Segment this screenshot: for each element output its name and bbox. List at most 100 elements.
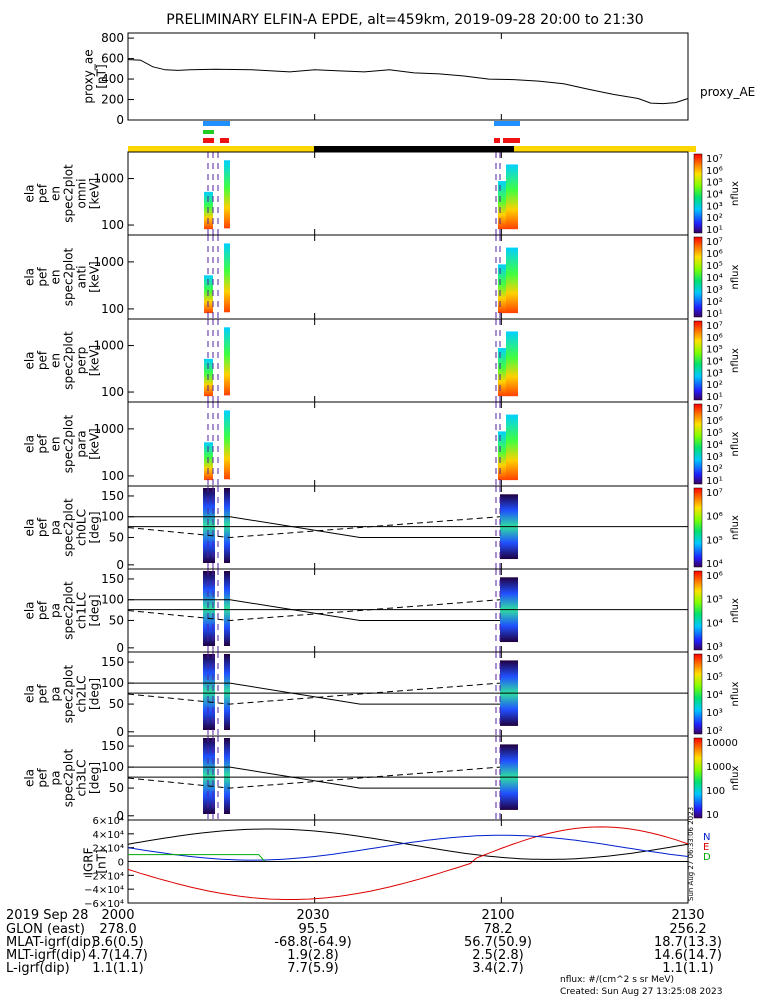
footer-row-label: MLT-igrf(dip) bbox=[6, 948, 87, 963]
colorbar-tick-label: 10⁴ bbox=[706, 273, 723, 284]
spectrogram-ytick-label: 1000 bbox=[93, 255, 124, 269]
spectrogram-ylabel-line: pef bbox=[36, 684, 50, 704]
colorbar-tick-label: 10⁷ bbox=[706, 321, 723, 332]
igrf-legend-label: N bbox=[703, 832, 710, 843]
igrf-ylabel-line: IGRF bbox=[82, 847, 96, 875]
spectrogram-ylabel-line: [keV] bbox=[88, 345, 102, 376]
colorbar-label: nflux bbox=[730, 765, 741, 790]
colorbar-tick-label: 10⁵ bbox=[706, 535, 723, 546]
spectrogram-ytick-label: 100 bbox=[101, 302, 124, 316]
colorbar-tick-label: 10¹ bbox=[706, 392, 723, 403]
colorbar-label: nflux bbox=[730, 515, 741, 540]
colorbar-tick-label: 100 bbox=[706, 786, 725, 797]
spectrogram-ylabel-line: [keV] bbox=[88, 428, 102, 459]
spectrogram-ylabel-line: spec2plot bbox=[62, 498, 76, 557]
pitch-angle-blob bbox=[224, 654, 230, 730]
anti-loss-cone-line bbox=[127, 766, 501, 789]
spectrogram-ylabel-line: ela bbox=[23, 268, 37, 286]
colorbar-tick-label: 10⁷ bbox=[706, 237, 723, 248]
spectrogram-ytick-label: 150 bbox=[101, 572, 124, 586]
footer-value: 78.2 bbox=[483, 922, 513, 937]
footer-value: 3.4(2.7) bbox=[472, 961, 524, 976]
colorbar-tick-label: 10² bbox=[706, 213, 723, 224]
spectrogram-ylabel: ela pef pa spec2plot ch1LC [deg] bbox=[23, 581, 102, 640]
pitch-angle-blob bbox=[224, 738, 230, 814]
spectrogram-ylabel-line: pef bbox=[36, 350, 50, 370]
pitch-angle-blob bbox=[224, 488, 230, 563]
spectrogram-ytick-label: 1000 bbox=[93, 422, 124, 436]
footer-value: 56.7(50.9) bbox=[463, 935, 533, 950]
colorbar-tick-label: 10⁷ bbox=[706, 154, 723, 165]
igrf-stamp: Sun Aug 27 06:33:06 2023 bbox=[687, 807, 695, 901]
spectrogram-ylabel-line: pa bbox=[49, 603, 63, 618]
pitch-angle-blob bbox=[203, 654, 215, 730]
ae-ytick-label: 200 bbox=[101, 93, 124, 107]
ae-ytick-label: 800 bbox=[101, 31, 124, 45]
colorbar-tick-label: 10¹ bbox=[706, 309, 723, 320]
spectrogram-ylabel-line: pef bbox=[36, 267, 50, 287]
green-zone-bar bbox=[203, 130, 214, 134]
spectrogram-ylabel-line: ch2LC bbox=[75, 676, 89, 713]
spectrogram-blob bbox=[498, 181, 506, 230]
colorbar-tick-label: 10¹ bbox=[706, 225, 723, 236]
units-note: nflux: #/(cm^2 s sr MeV) bbox=[560, 975, 674, 985]
spectrogram-ylabel-line: ela bbox=[23, 184, 37, 202]
spectrogram-ylabel: ela pef en spec2plot para [keV] bbox=[23, 414, 102, 473]
igrf-ytick-label: −4×10⁴ bbox=[84, 885, 124, 896]
spectrogram-ylabel: ela pef pa spec2plot ch2LC [deg] bbox=[23, 664, 102, 723]
red-zone-bar bbox=[203, 138, 214, 143]
spectrogram-ylabel: ela pef en spec2plot anti [keV] bbox=[23, 247, 102, 306]
footer-row-label: 2019 Sep 28 bbox=[6, 908, 89, 923]
spectrogram-ylabel-line: anti bbox=[75, 266, 89, 289]
pitch-angle-blob bbox=[203, 488, 215, 563]
igrf-n-curve bbox=[127, 826, 689, 900]
footer-value: 3.6(0.5) bbox=[92, 935, 144, 950]
spectrogram-blob bbox=[224, 243, 230, 313]
spectrogram-ylabel-line: para bbox=[75, 430, 89, 457]
spectrogram-ylabel-line: pa bbox=[49, 520, 63, 535]
colorbar-tick-label: 10⁷ bbox=[706, 404, 723, 415]
colorbar-tick-label: 10000 bbox=[706, 738, 738, 749]
colorbar-tick-label: 10⁶ bbox=[706, 571, 723, 582]
footer-value: 256.2 bbox=[669, 922, 707, 937]
red-zone-bar bbox=[494, 138, 500, 143]
spectrogram-ylabel-line: pa bbox=[49, 771, 63, 786]
ae-ylabel-line: [nT] bbox=[95, 64, 109, 88]
spectrogram-ylabel-line: ela bbox=[23, 685, 37, 703]
ae-frame bbox=[127, 32, 689, 121]
spectrogram-ytick-label: 50 bbox=[109, 530, 124, 544]
spectrogram-ylabel-line: en bbox=[49, 270, 63, 285]
footer-value: 4.7(14.7) bbox=[88, 948, 148, 963]
colorbar-tick-label: 10⁴ bbox=[706, 190, 723, 201]
spectrogram-ylabel-line: en bbox=[49, 353, 63, 368]
colorbar-tick-label: 10⁵ bbox=[706, 261, 723, 272]
footer-xtick-label: 2000 bbox=[101, 908, 135, 923]
spectrogram-ylabel: ela pef pa spec2plot ch3LC [deg] bbox=[23, 748, 102, 807]
footer-row: L-igrf(dip) 1.1(1.1) 7.7(5.9) 3.4(2.7) 1.1(1… bbox=[6, 961, 714, 976]
ae-ytick-label: 400 bbox=[101, 72, 124, 86]
igrf-total-curve bbox=[127, 828, 689, 860]
colorbar-label: nflux bbox=[730, 431, 741, 456]
colorbar bbox=[693, 236, 703, 318]
colorbar-label: nflux bbox=[730, 181, 741, 206]
spectrogram-blob bbox=[506, 414, 518, 481]
colorbar-tick-label: 10² bbox=[706, 297, 723, 308]
spectrogram-ylabel-line: pef bbox=[36, 768, 50, 788]
colorbar-label: nflux bbox=[730, 348, 741, 373]
spectrogram-ylabel: ela pef en spec2plot omni [keV] bbox=[23, 164, 102, 223]
colorbar-tick-label: 10² bbox=[706, 726, 723, 737]
footer-value: 18.7(13.3) bbox=[653, 935, 723, 950]
spectrogram-ytick-label: 1000 bbox=[93, 339, 124, 353]
colorbar-tick-label: 10³ bbox=[706, 708, 723, 719]
igrf-ytick-label: 4×10⁴ bbox=[93, 830, 124, 841]
colorbar-tick-label: 10⁶ bbox=[706, 333, 723, 344]
igrf-ytick-label: −2×10⁴ bbox=[84, 871, 124, 882]
anti-loss-cone-line bbox=[127, 599, 501, 621]
ae-ytick-label: 600 bbox=[101, 52, 124, 66]
colorbar bbox=[693, 487, 703, 568]
spectrogram-ylabel-line: pef bbox=[36, 434, 50, 454]
loss-cone-line bbox=[128, 516, 500, 538]
